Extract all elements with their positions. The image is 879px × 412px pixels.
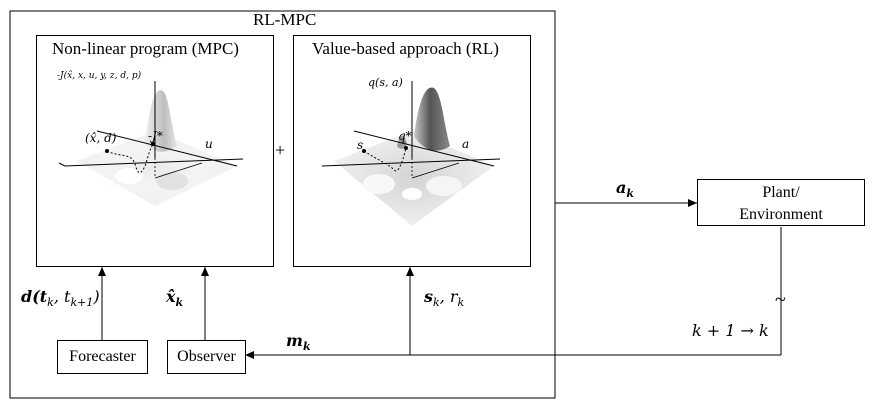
rl-opt-label: q* bbox=[398, 129, 412, 143]
forecaster-box: Forecaster bbox=[57, 340, 148, 374]
measurement-label: mk bbox=[286, 331, 311, 354]
mpc-axis-u-label: u bbox=[205, 137, 213, 151]
rl-surface-plot: q(s, a) s a q* bbox=[321, 76, 501, 226]
plus-sign: + bbox=[275, 140, 286, 160]
rl-title: Value-based approach (RL) bbox=[312, 39, 499, 58]
mpc-surface-plot: -J(x̂, x, u, y, z, d, p) u (x̂, d) -J* bbox=[57, 70, 244, 206]
action-label: ak bbox=[616, 178, 634, 201]
sampler-tilde: ~ bbox=[775, 289, 786, 311]
outer-title: RL-MPC bbox=[253, 10, 317, 29]
mpc-axis-z-label: -J(x̂, x, u, y, z, d, p) bbox=[57, 70, 142, 81]
observer-box: Observer bbox=[167, 340, 246, 374]
time-shift-label: k + 1 → k bbox=[692, 321, 769, 340]
mpc-point-label: (x̂, d) bbox=[85, 131, 117, 145]
observer-label: Observer bbox=[177, 348, 236, 365]
plant-label-line1: Plant/ bbox=[762, 184, 800, 201]
rl-axis-s-label: s bbox=[357, 138, 363, 152]
rl-box: Value-based approach (RL) q(s, a) s bbox=[293, 35, 531, 267]
state-estimate-label: x̂k bbox=[166, 287, 184, 310]
forecaster-label: Forecaster bbox=[69, 348, 136, 365]
rl-mpc-outer-box bbox=[9, 10, 556, 399]
state-reward-label: sk, rk bbox=[424, 287, 465, 310]
plant-label-line2: Environment bbox=[739, 206, 823, 223]
mpc-opt-label: -J* bbox=[148, 129, 163, 143]
rl-axis-z-label: q(s, a) bbox=[368, 76, 403, 89]
plant-box: Plant/ Environment bbox=[697, 179, 865, 226]
mpc-box: Non-linear program (MPC) bbox=[36, 35, 274, 267]
forecast-signal-label: d(tk, tk+1) bbox=[21, 287, 100, 310]
rl-axis-a-label: a bbox=[462, 137, 469, 151]
mpc-title: Non-linear program (MPC) bbox=[52, 39, 239, 58]
